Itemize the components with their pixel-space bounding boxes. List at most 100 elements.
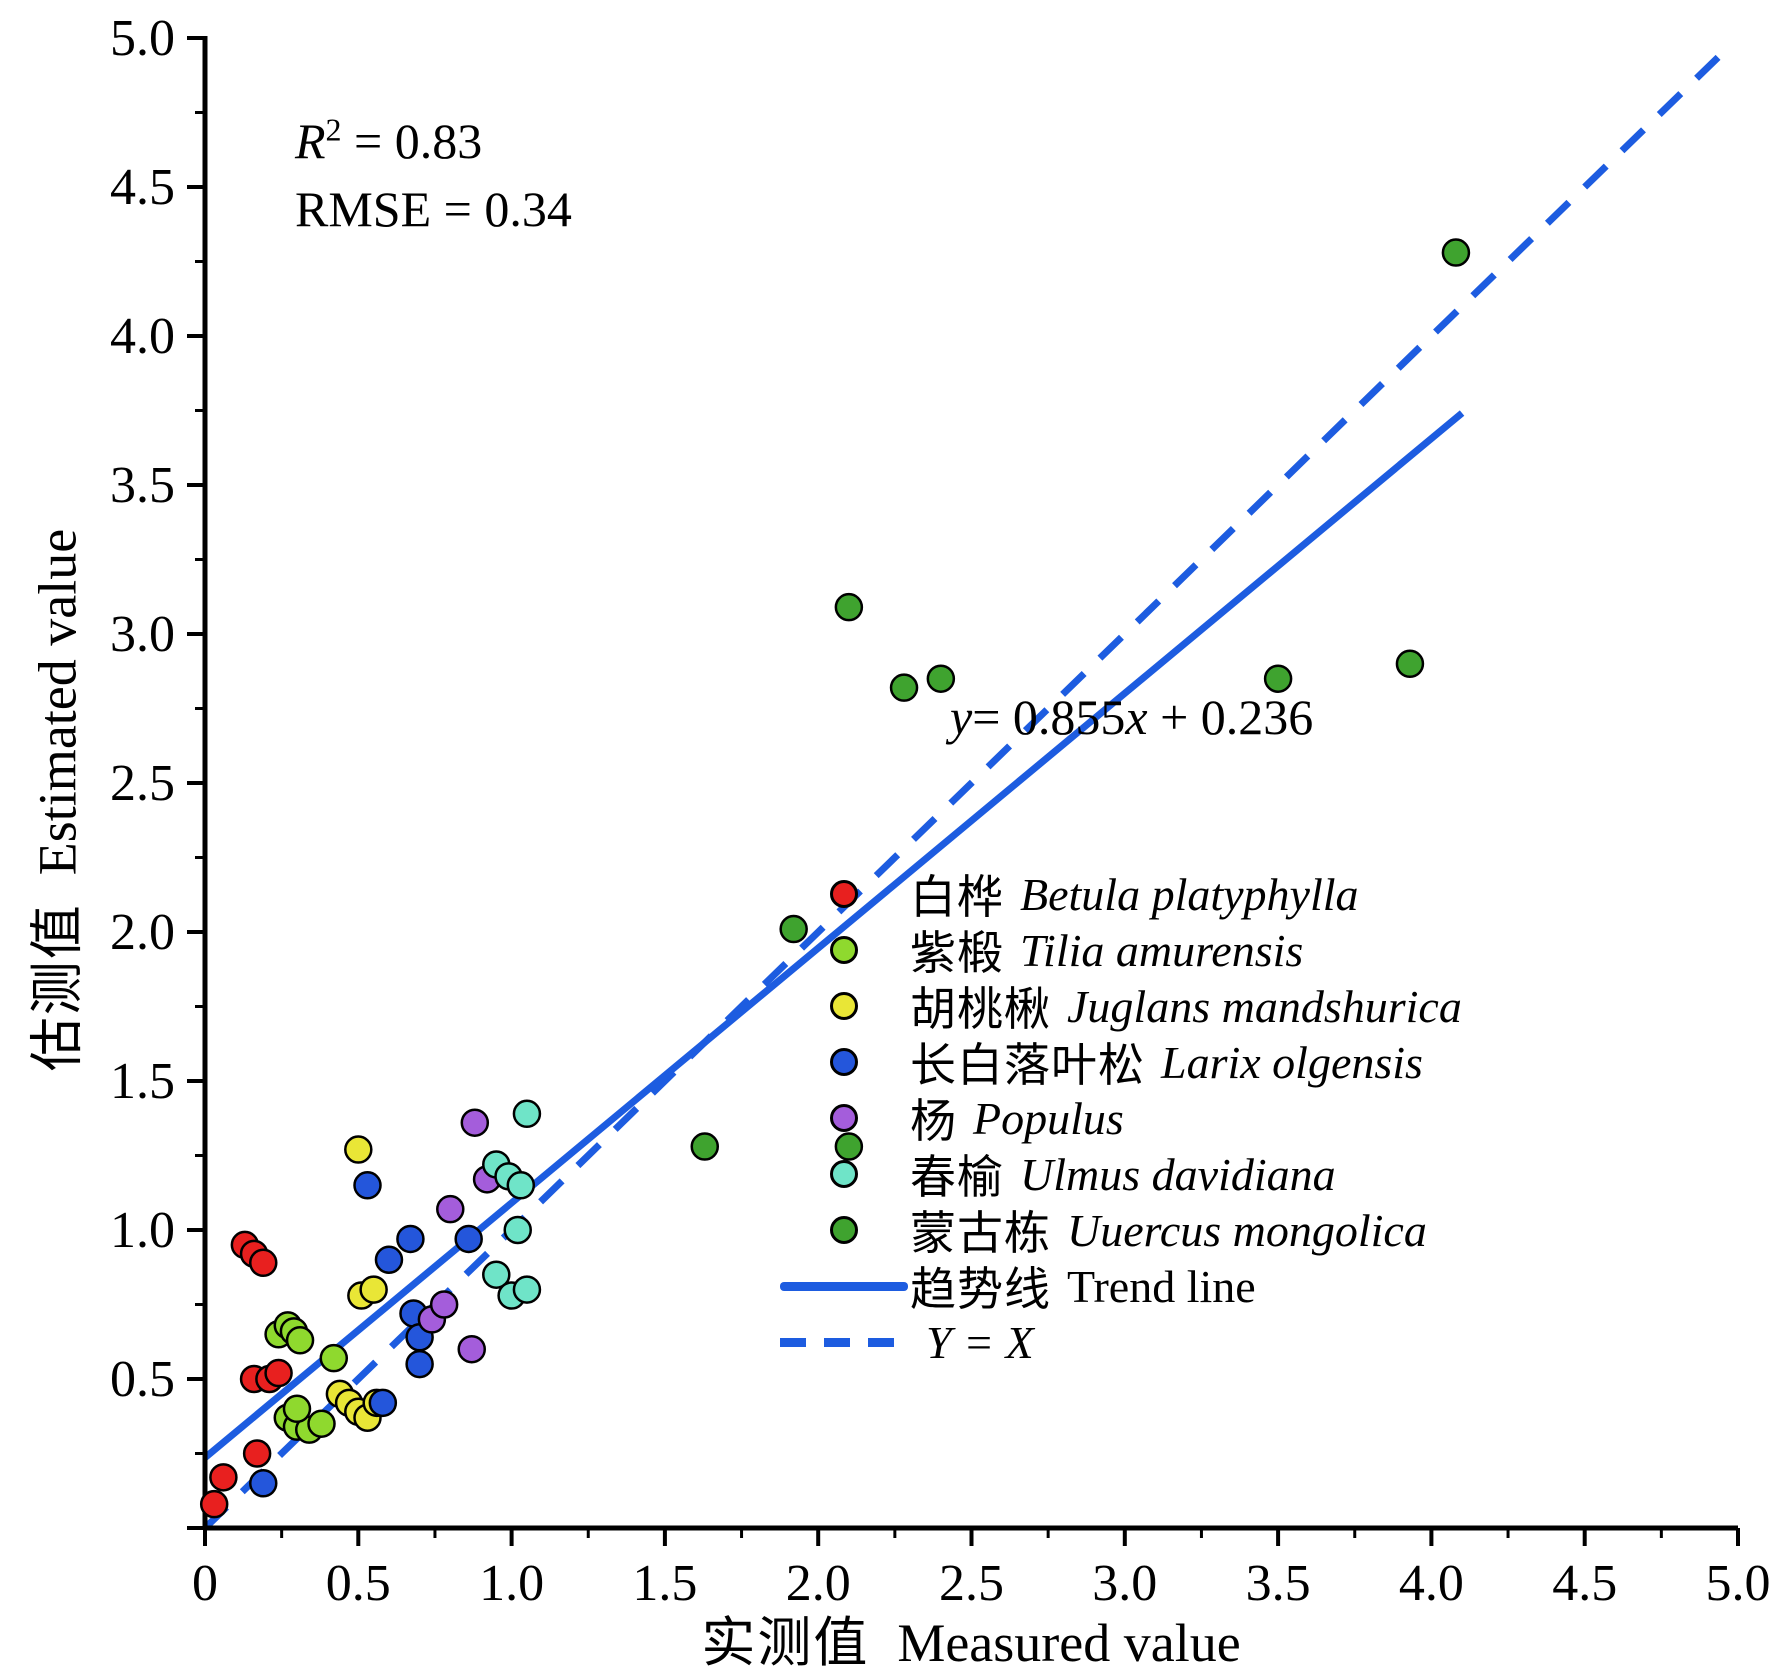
y-axis-tick-label: 3.5 bbox=[110, 457, 175, 514]
scatter-point bbox=[374, 1245, 404, 1275]
scatter-point bbox=[506, 1171, 536, 1200]
legend-item-trend-label-cn: 趋势线 bbox=[910, 1264, 1051, 1315]
scatter-point bbox=[319, 1343, 349, 1373]
legend-dot-icon bbox=[830, 936, 858, 964]
identity-line-sample-icon bbox=[780, 1337, 908, 1347]
scatter-point bbox=[436, 1194, 465, 1224]
scatter-point bbox=[429, 1290, 459, 1319]
scatter-point bbox=[405, 1349, 434, 1379]
scatter-point bbox=[249, 1248, 278, 1278]
legend-item-identity-label-en: Y = X bbox=[926, 1316, 1034, 1368]
legend-dot-icon bbox=[830, 1216, 858, 1244]
scatter-point bbox=[690, 1132, 720, 1161]
scatter-point bbox=[512, 1275, 542, 1304]
x-axis-tick-label: 2.0 bbox=[786, 1555, 851, 1612]
legend-item-4-label-cn: 杨 bbox=[910, 1096, 957, 1147]
scatter-point bbox=[512, 1099, 542, 1129]
legend-item-0-marker bbox=[778, 880, 910, 908]
legend-item-3-label-en: Larix olgensis bbox=[1161, 1036, 1423, 1088]
y-axis-tick-label: 3.0 bbox=[110, 606, 175, 663]
scatter-point bbox=[199, 1489, 229, 1519]
legend-item-6-label-en: Uuercus mongolica bbox=[1067, 1204, 1427, 1256]
legend-dot-icon bbox=[830, 880, 858, 908]
x-axis-tick-label: 1.0 bbox=[479, 1555, 544, 1612]
scatter-point bbox=[1263, 664, 1293, 693]
x-axis-tick-label: 4.0 bbox=[1399, 1555, 1464, 1612]
trend-line bbox=[202, 410, 1465, 1461]
scatter-point bbox=[368, 1388, 398, 1418]
legend-item-identity-marker bbox=[778, 1337, 910, 1347]
scatter-point bbox=[396, 1224, 425, 1254]
scatter-point bbox=[482, 1260, 511, 1289]
legend-dot-icon bbox=[830, 1104, 858, 1132]
y-axis-tick-label: 2.5 bbox=[110, 755, 175, 812]
y-axis-label-en: Estimated value bbox=[27, 528, 88, 876]
scatter-point bbox=[209, 1463, 238, 1492]
scatter-point bbox=[282, 1394, 312, 1424]
legend-item-0-label-en: Betula platyphylla bbox=[1020, 868, 1359, 920]
legend-item-2-marker bbox=[778, 992, 910, 1020]
legend-item-5: 春榆 Ulmus davidiana bbox=[778, 1146, 1462, 1203]
legend-item-2: 胡桃楸 Juglans mandshurica bbox=[778, 978, 1462, 1035]
y-axis-tick-label: 1.0 bbox=[110, 1202, 175, 1259]
x-axis-tick-label: 4.5 bbox=[1552, 1555, 1617, 1612]
scatter-point bbox=[834, 1132, 864, 1161]
identity-line bbox=[202, 44, 1732, 1531]
scatter-point bbox=[834, 592, 864, 622]
legend-item-5-label-cn: 春榆 bbox=[910, 1152, 1004, 1203]
x-axis-tick-label: 0.5 bbox=[326, 1555, 391, 1612]
y-axis-tick-label: 4.5 bbox=[110, 159, 175, 216]
scatter-point bbox=[503, 1215, 532, 1245]
legend-item-trend-label-en: Trend line bbox=[1067, 1260, 1256, 1312]
legend-item-0-label-cn: 白桦 bbox=[910, 872, 1004, 923]
scatter-point bbox=[353, 1171, 382, 1200]
scatter-point bbox=[779, 914, 808, 944]
stats-annotation: R2 = 0.83 RMSE = 0.34 bbox=[295, 108, 572, 243]
legend-item-1-marker bbox=[778, 936, 910, 964]
scatter-point bbox=[359, 1275, 388, 1304]
x-axis-label-cn: 实测值 bbox=[701, 1613, 870, 1673]
legend-dot-icon bbox=[830, 1160, 858, 1188]
legend-item-3-marker bbox=[778, 1048, 910, 1076]
scatter-point bbox=[264, 1358, 293, 1388]
scatter-point bbox=[285, 1326, 315, 1355]
legend-item-1-label-cn: 紫椴 bbox=[910, 928, 1004, 979]
legend-item-5-marker bbox=[778, 1160, 910, 1188]
scatter-point bbox=[344, 1135, 373, 1164]
x-axis-tick-label: 1.5 bbox=[632, 1555, 697, 1612]
legend-item-3: 长白落叶松 Larix olgensis bbox=[778, 1034, 1462, 1091]
scatter-point bbox=[889, 673, 919, 702]
scatter-point bbox=[460, 1108, 490, 1137]
scatter-point bbox=[1441, 238, 1471, 267]
regression-equation: y= 0.855x + 0.236 bbox=[950, 689, 1314, 745]
y-axis-label: 估测值 Estimated value bbox=[13, 529, 92, 1071]
scatter-point bbox=[242, 1439, 272, 1468]
legend-item-1-label-en: Tilia amurensis bbox=[1020, 924, 1304, 976]
scatter-point bbox=[926, 664, 956, 693]
scatter-point bbox=[457, 1334, 486, 1364]
legend-item-trend: 趋势线 Trend line bbox=[778, 1258, 1462, 1315]
x-axis-tick-label: 5.0 bbox=[1706, 1555, 1771, 1612]
rmse-text: RMSE = 0.34 bbox=[295, 180, 572, 237]
x-axis-tick-label: 0 bbox=[192, 1555, 218, 1612]
legend-item-trend-marker bbox=[778, 1281, 910, 1291]
legend-item-3-label-cn: 长白落叶松 bbox=[910, 1040, 1145, 1091]
x-axis-tick-label: 3.0 bbox=[1092, 1555, 1157, 1612]
legend-item-2-label-cn: 胡桃楸 bbox=[910, 984, 1051, 1035]
legend-item-0: 白桦 Betula platyphylla bbox=[778, 866, 1462, 923]
legend-item-identity: Y = X bbox=[778, 1314, 1462, 1370]
legend-item-5-label-en: Ulmus davidiana bbox=[1020, 1148, 1336, 1200]
x-axis-tick-label: 2.5 bbox=[939, 1555, 1004, 1612]
r-squared-text: R2 = 0.83 bbox=[295, 111, 483, 169]
legend-dot-icon bbox=[830, 1048, 858, 1076]
y-axis-tick-label: 5.0 bbox=[110, 10, 175, 67]
legend-item-1: 紫椴 Tilia amurensis bbox=[778, 922, 1462, 979]
legend-item-4-label-en: Populus bbox=[973, 1092, 1124, 1144]
legend-item-4-marker bbox=[778, 1104, 910, 1132]
scatter-point bbox=[1395, 649, 1425, 679]
x-axis-tick-label: 3.5 bbox=[1246, 1555, 1311, 1612]
scatter-point bbox=[454, 1224, 483, 1254]
y-axis-tick-label: 4.0 bbox=[110, 308, 175, 365]
